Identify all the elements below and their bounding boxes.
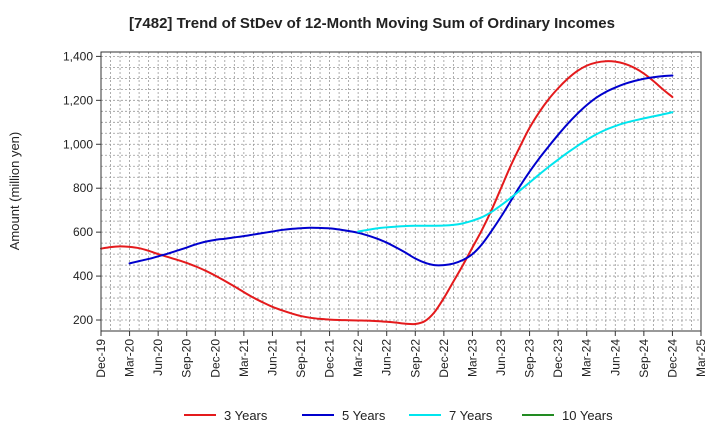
legend-label-3-years: 3 Years	[224, 408, 268, 423]
x-tick-label: Jun-22	[380, 339, 394, 376]
y-axis-label: Amount (million yen)	[7, 132, 22, 251]
y-tick-label: 1,000	[63, 137, 93, 151]
series-line-3-years	[100, 60, 674, 326]
x-tick-label: Sep-21	[294, 339, 308, 378]
x-tick-label: Mar-23	[465, 339, 479, 377]
x-tick-label: Dec-20	[208, 339, 222, 378]
series-line-7-years	[357, 111, 674, 233]
x-tick-label: Sep-24	[637, 339, 651, 378]
y-tick-label: 200	[73, 313, 93, 327]
x-tick-label: Jun-21	[265, 339, 279, 376]
plot-frame	[100, 51, 702, 332]
x-tick-label: Mar-24	[580, 339, 594, 377]
x-tick-label: Mar-22	[351, 339, 365, 377]
x-tick-label: Jun-23	[494, 339, 508, 376]
y-tick-label: 800	[73, 181, 93, 195]
x-tick-label: Mar-20	[123, 339, 137, 377]
x-tick-label: Dec-23	[551, 339, 565, 378]
grid	[101, 52, 701, 331]
x-tick-label: Mar-21	[237, 339, 251, 377]
legend-label-5-years: 5 Years	[342, 408, 386, 423]
y-tick-label: 600	[73, 225, 93, 239]
series-line-5-years	[128, 74, 674, 267]
x-tick-label: Sep-23	[523, 339, 537, 378]
x-tick-label: Mar-25	[694, 339, 708, 377]
x-tick-label: Jun-24	[608, 339, 622, 376]
x-tick-label: Dec-22	[437, 339, 451, 378]
legend-label-7-years: 7 Years	[449, 408, 493, 423]
y-tick-label: 1,200	[63, 93, 93, 107]
series-lines	[100, 60, 674, 326]
x-tick-label: Sep-20	[180, 339, 194, 378]
x-tick-label: Dec-21	[323, 339, 337, 378]
y-tick-label: 400	[73, 269, 93, 283]
y-axis-ticks: 200 400 600 800 1,000 1,200 1,400	[63, 49, 101, 327]
x-tick-label: Jun-20	[151, 339, 165, 376]
legend-label-10-years: 10 Years	[562, 408, 613, 423]
x-axis-ticks: Dec-19 Mar-20 Jun-20 Sep-20 Dec-20 Mar-21 Jun-…	[94, 331, 708, 378]
legend: 3 Years 5 Years 7 Years 10 Years	[184, 408, 613, 423]
x-tick-label: Dec-19	[94, 339, 108, 378]
x-tick-label: Sep-22	[408, 339, 422, 378]
chart-title: [7482] Trend of StDev of 12-Month Moving…	[129, 15, 615, 32]
y-tick-label: 1,400	[63, 49, 93, 63]
x-tick-label: Dec-24	[665, 339, 679, 378]
